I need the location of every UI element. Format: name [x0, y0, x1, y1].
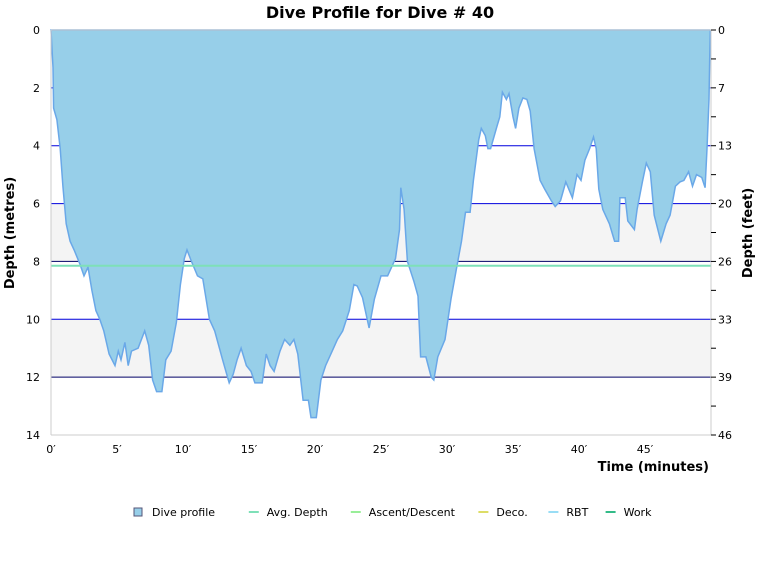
y-tick-label-right: 13 — [718, 140, 732, 153]
y-tick-label-left: 2 — [33, 82, 40, 95]
x-axis-label: Time (minutes) — [598, 460, 709, 475]
y-tick-label-right: 46 — [718, 429, 732, 442]
legend-label: Deco. — [496, 506, 527, 519]
y-tick-label-right: 0 — [718, 24, 725, 37]
y-tick-label-left: 12 — [26, 371, 40, 384]
y-tick-label-left: 14 — [26, 429, 40, 442]
dive-profile-area — [50, 29, 712, 419]
x-tick-label: 20′ — [307, 443, 324, 456]
legend-item: Work — [605, 506, 652, 519]
x-tick-label: 35′ — [505, 443, 522, 456]
y-tick-label-right: 20 — [718, 198, 732, 211]
y-tick-label-left: 0 — [33, 24, 40, 37]
legend-label: Avg. Depth — [267, 506, 328, 519]
x-tick-label: 0′ — [46, 443, 56, 456]
legend-label: Ascent/Descent — [369, 506, 456, 519]
legend-item: Ascent/Descent — [350, 506, 456, 519]
y-tick-label-right: 7 — [718, 82, 725, 95]
legend-item: Dive profile — [133, 506, 215, 519]
y-axis-left-label: Depth (metres) — [3, 177, 18, 289]
y-tick-label-right: 39 — [718, 371, 732, 384]
legend-swatch-box — [133, 507, 143, 517]
legend-item: Deco. — [478, 506, 528, 519]
legend-item: RBT — [548, 506, 589, 519]
x-tick-label: 25′ — [373, 443, 390, 456]
legend-label: RBT — [566, 506, 588, 519]
y-tick-label-left: 8 — [33, 255, 40, 268]
y-tick-label-left: 10 — [26, 313, 40, 326]
legend-label: Dive profile — [152, 506, 215, 519]
y-tick-label-right: 26 — [718, 255, 732, 268]
legend-label: Work — [624, 506, 652, 519]
y-axis-right-label: Depth (feet) — [741, 188, 756, 278]
y-tick-label-left: 4 — [33, 140, 40, 153]
x-tick-label: 5′ — [112, 443, 122, 456]
x-tick-label: 30′ — [439, 443, 456, 456]
y-tick-label-right: 33 — [718, 313, 732, 326]
legend-item: Avg. Depth — [248, 506, 328, 519]
x-tick-label: 15′ — [241, 443, 258, 456]
legend: Dive profile Avg. Depth Ascent/Descent Deco… — [133, 506, 652, 519]
y-tick-label-left: 6 — [33, 198, 40, 211]
chart-title: Dive Profile for Dive # 40 — [266, 3, 494, 22]
x-tick-label: 10′ — [175, 443, 192, 456]
x-tick-label: 40′ — [571, 443, 588, 456]
x-tick-label: 45′ — [637, 443, 654, 456]
